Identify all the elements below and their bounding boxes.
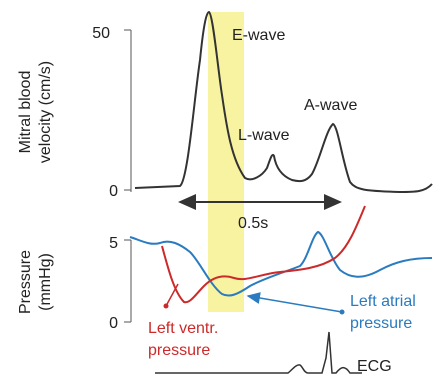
velocity-curve <box>134 10 433 194</box>
highlight-band <box>208 12 244 312</box>
annotation: pressure <box>350 315 412 332</box>
annotation: pressure <box>148 342 210 359</box>
y-label-line: Mitral blood <box>17 71 34 154</box>
pointer-arrow <box>246 292 343 313</box>
y-label-line: velocity (cm/s) <box>37 61 54 163</box>
left-ventricular-pressure-curve <box>161 205 366 304</box>
y-label: Mitral blood velocity (cm/s) <box>17 61 54 163</box>
left-atrial-pressure-curve <box>129 230 433 297</box>
tick-label: 0 <box>109 183 118 200</box>
pointer-dot <box>163 303 169 309</box>
y-label-line: (mmHg) <box>37 253 54 311</box>
y-axis <box>124 239 132 323</box>
annotation: ECG <box>357 358 392 375</box>
annotation: E-wave <box>232 27 285 44</box>
tick-label: 50 <box>92 25 110 42</box>
annotation: L-wave <box>238 127 290 144</box>
annotation: Left ventr. <box>148 320 218 337</box>
pointer-dot <box>339 309 345 315</box>
y-axis <box>124 29 132 192</box>
tick-label: 0 <box>109 315 118 332</box>
pointer-line <box>165 283 179 307</box>
annotation: Left atrial <box>350 293 416 310</box>
ecg-trace <box>155 331 362 374</box>
y-label-line: Pressure <box>17 250 34 314</box>
tick-label: 5 <box>109 235 118 252</box>
annotation: 0.5s <box>238 215 268 232</box>
annotation: A-wave <box>304 97 357 114</box>
y-label: Pressure (mmHg) <box>17 250 54 314</box>
